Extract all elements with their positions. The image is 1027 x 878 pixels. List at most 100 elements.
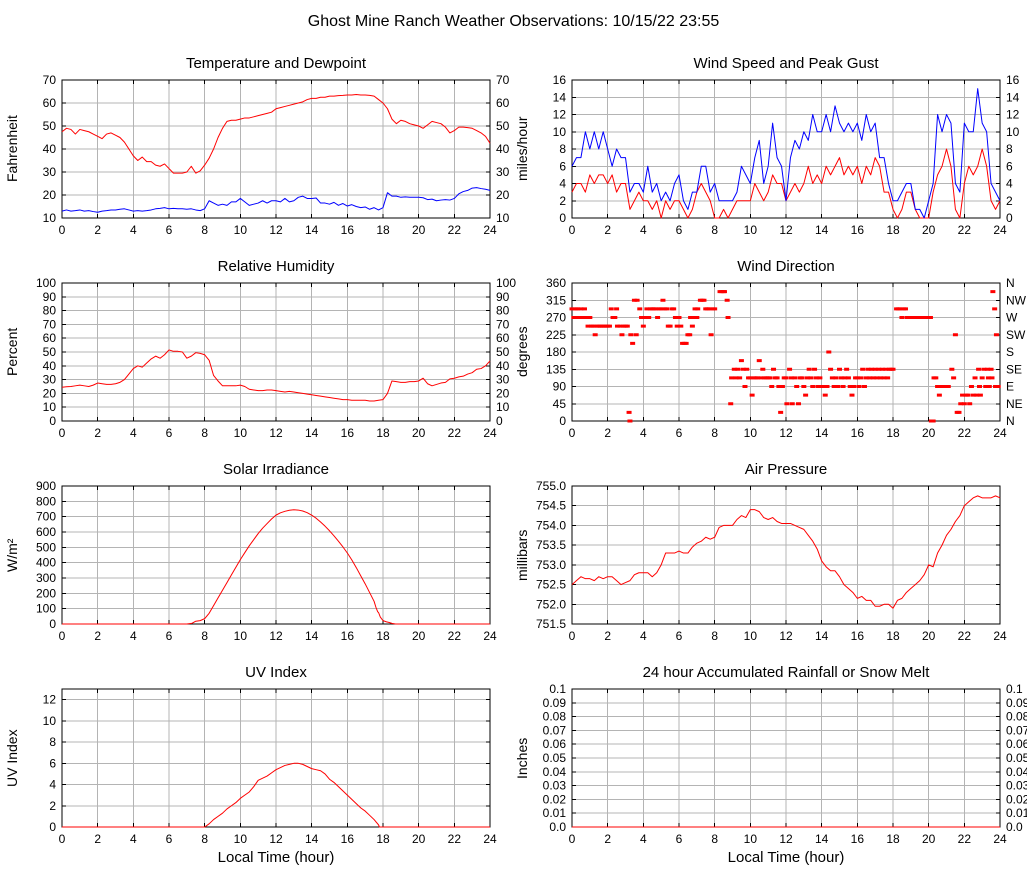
svg-text:40: 40 [43, 142, 57, 156]
svg-text:6: 6 [166, 832, 173, 846]
svg-text:14: 14 [815, 223, 829, 237]
charts-grid: Temperature and Dewpoint Fahrenheit 10 10… [0, 54, 1027, 871]
svg-text:70: 70 [43, 317, 57, 331]
svg-text:6: 6 [49, 756, 56, 770]
svg-text:50: 50 [43, 345, 57, 359]
svg-text:12: 12 [779, 629, 793, 643]
svg-text:8: 8 [49, 735, 56, 749]
svg-text:4: 4 [640, 629, 647, 643]
svg-text:18: 18 [376, 426, 390, 440]
svg-text:20: 20 [412, 629, 426, 643]
svg-text:300: 300 [36, 571, 56, 585]
svg-text:10: 10 [744, 629, 758, 643]
svg-text:30: 30 [43, 165, 57, 179]
svg-text:12: 12 [269, 832, 283, 846]
svg-text:0.02: 0.02 [543, 792, 567, 806]
svg-text:60: 60 [43, 331, 57, 345]
svg-text:0.03: 0.03 [543, 779, 567, 793]
series-temperature [61, 93, 491, 174]
svg-text:24: 24 [483, 832, 497, 846]
svg-text:22: 22 [958, 832, 972, 846]
svg-text:12: 12 [779, 223, 793, 237]
svg-text:18: 18 [886, 426, 900, 440]
svg-text:2: 2 [94, 426, 101, 440]
svg-text:8: 8 [711, 223, 718, 237]
svg-text:20: 20 [496, 188, 510, 202]
svg-text:16: 16 [341, 832, 355, 846]
series-peak-gust [571, 88, 1001, 219]
tick-marks [571, 688, 1001, 828]
chart-cell-air-pressure: Air Pressure millibars 751.5 752.0 752.5 75… [514, 460, 1014, 646]
svg-text:800: 800 [36, 494, 56, 508]
plot-grid [571, 282, 1001, 422]
svg-text:W: W [1006, 311, 1018, 325]
svg-text:14: 14 [305, 223, 319, 237]
svg-text:0: 0 [569, 629, 576, 643]
svg-text:0.09: 0.09 [1006, 696, 1027, 710]
tick-labels: 751.5 752.0 752.5 753.0 753.5 754.0 754.5 755.0… [536, 479, 1007, 643]
svg-text:10: 10 [553, 125, 567, 139]
svg-text:0.1: 0.1 [549, 682, 566, 696]
svg-text:12: 12 [269, 629, 283, 643]
svg-text:0.1: 0.1 [1006, 682, 1023, 696]
svg-text:24: 24 [993, 426, 1007, 440]
svg-text:20: 20 [922, 223, 936, 237]
svg-text:16: 16 [341, 223, 355, 237]
svg-text:30: 30 [496, 373, 510, 387]
svg-text:22: 22 [958, 223, 972, 237]
svg-text:0.05: 0.05 [543, 751, 567, 765]
svg-text:16: 16 [1006, 73, 1020, 87]
svg-text:4: 4 [130, 426, 137, 440]
series-solar-irradiance [62, 509, 490, 625]
series-uv-index [62, 762, 490, 828]
svg-text:0.03: 0.03 [1006, 779, 1027, 793]
svg-text:0.01: 0.01 [543, 806, 567, 820]
svg-text:14: 14 [553, 90, 567, 104]
svg-text:0.07: 0.07 [1006, 723, 1027, 737]
svg-text:900: 900 [36, 479, 56, 493]
svg-text:700: 700 [36, 510, 56, 524]
svg-text:10: 10 [43, 400, 57, 414]
svg-text:225: 225 [546, 328, 566, 342]
svg-text:16: 16 [851, 426, 865, 440]
svg-text:16: 16 [851, 223, 865, 237]
svg-text:0.06: 0.06 [543, 737, 567, 751]
svg-text:0: 0 [59, 832, 66, 846]
svg-text:22: 22 [448, 223, 462, 237]
svg-text:40: 40 [43, 359, 57, 373]
svg-text:0.05: 0.05 [1006, 751, 1027, 765]
svg-text:20: 20 [412, 223, 426, 237]
svg-text:45: 45 [553, 397, 567, 411]
svg-text:16: 16 [341, 426, 355, 440]
svg-text:16: 16 [851, 832, 865, 846]
svg-text:22: 22 [448, 832, 462, 846]
y-axis-label: Inches [514, 737, 530, 779]
svg-text:2: 2 [604, 832, 611, 846]
svg-text:0: 0 [59, 223, 66, 237]
svg-text:6: 6 [559, 159, 566, 173]
chart-cell-wind-direction: Wind Direction degrees 0 N 45 NE 90 E 135 SE 180… [514, 257, 1027, 443]
svg-text:6: 6 [166, 629, 173, 643]
x-axis-label: Local Time (hour) [217, 849, 335, 866]
svg-text:30: 30 [496, 165, 510, 179]
svg-text:NE: NE [1006, 397, 1023, 411]
y-axis-label: Percent [4, 327, 20, 377]
svg-text:10: 10 [744, 223, 758, 237]
svg-text:8: 8 [201, 223, 208, 237]
svg-text:22: 22 [958, 629, 972, 643]
svg-text:22: 22 [448, 426, 462, 440]
svg-text:SE: SE [1006, 362, 1022, 376]
svg-text:14: 14 [815, 832, 829, 846]
svg-text:12: 12 [43, 693, 57, 707]
svg-text:6: 6 [166, 426, 173, 440]
chart-cell-uv-index: UV Index UV Index 0 2 4 6 8 10 12 0 2 4 6 8 10 12 14 16… [4, 663, 504, 871]
chart-title: Relative Humidity [217, 258, 335, 275]
svg-text:0.09: 0.09 [543, 696, 567, 710]
svg-text:600: 600 [36, 525, 56, 539]
svg-text:8: 8 [1006, 142, 1013, 156]
svg-text:2: 2 [94, 629, 101, 643]
